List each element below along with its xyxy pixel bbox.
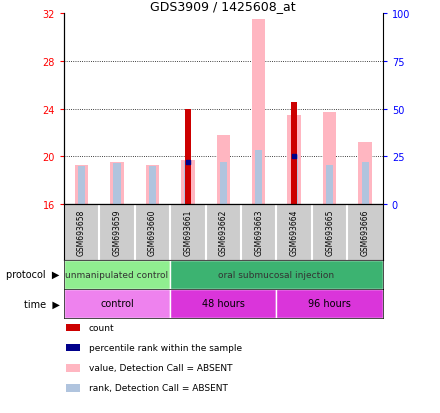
Text: GSM693659: GSM693659: [113, 209, 121, 256]
Bar: [252, 20, 265, 204]
Bar: [66, 385, 80, 392]
Bar: [66, 364, 80, 372]
Bar: [64, 260, 170, 289]
Point: [184, 159, 191, 166]
Bar: [110, 163, 124, 204]
Text: GSM693658: GSM693658: [77, 209, 86, 256]
Bar: [276, 289, 383, 318]
Bar: [170, 289, 276, 318]
Bar: [323, 113, 336, 204]
Text: 96 hours: 96 hours: [308, 299, 351, 309]
Text: GSM693666: GSM693666: [360, 209, 370, 256]
Text: value, Detection Call = ABSENT: value, Detection Call = ABSENT: [89, 363, 232, 373]
Text: GSM693662: GSM693662: [219, 209, 228, 256]
Bar: [362, 163, 369, 204]
Bar: [216, 135, 230, 204]
Text: GSM693664: GSM693664: [290, 209, 299, 256]
Bar: [66, 324, 80, 332]
Text: oral submucosal injection: oral submucosal injection: [218, 270, 334, 279]
Bar: [184, 161, 191, 204]
Bar: [287, 115, 301, 204]
Bar: [114, 164, 121, 204]
Text: rank, Detection Call = ABSENT: rank, Detection Call = ABSENT: [89, 384, 228, 392]
Text: control: control: [100, 299, 134, 309]
Text: protocol  ▶: protocol ▶: [6, 270, 59, 280]
Text: GSM693665: GSM693665: [325, 209, 334, 256]
Bar: [149, 166, 156, 204]
Bar: [75, 165, 88, 204]
Text: GSM693660: GSM693660: [148, 209, 157, 256]
Text: GSM693663: GSM693663: [254, 209, 263, 256]
Text: unmanipulated control: unmanipulated control: [66, 270, 169, 279]
Bar: [66, 344, 80, 351]
Bar: [185, 109, 191, 204]
Bar: [181, 161, 194, 204]
Text: count: count: [89, 323, 114, 332]
Text: percentile rank within the sample: percentile rank within the sample: [89, 344, 242, 352]
Text: GSM693661: GSM693661: [183, 209, 192, 256]
Bar: [146, 165, 159, 204]
Text: 48 hours: 48 hours: [202, 299, 245, 309]
Bar: [358, 142, 372, 204]
Bar: [326, 165, 333, 204]
Bar: [170, 260, 383, 289]
Bar: [291, 102, 297, 204]
Bar: [255, 151, 262, 204]
Title: GDS3909 / 1425608_at: GDS3909 / 1425608_at: [150, 0, 296, 13]
Point: [291, 154, 298, 160]
Bar: [220, 163, 227, 204]
Bar: [78, 166, 85, 204]
Bar: [291, 156, 298, 204]
Text: time  ▶: time ▶: [23, 299, 59, 309]
Bar: [64, 289, 170, 318]
